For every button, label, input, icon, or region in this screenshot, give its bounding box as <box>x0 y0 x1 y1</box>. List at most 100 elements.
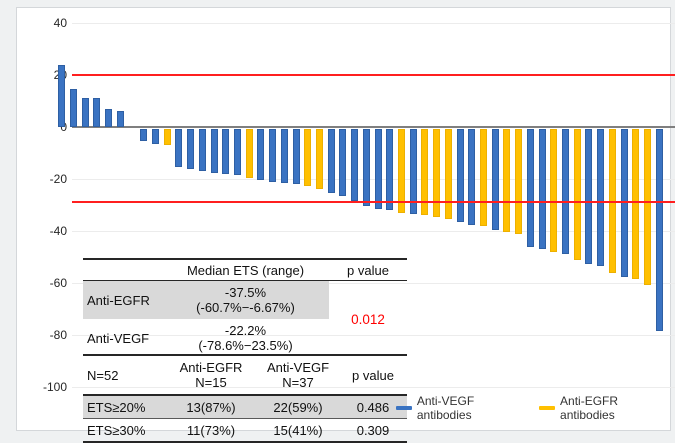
bar <box>573 129 581 260</box>
bar <box>561 129 569 255</box>
y-axis-tick-label: -60 <box>49 276 67 290</box>
bar <box>222 129 230 174</box>
chart-legend: Anti-VEGF antibodies Anti-EGFR antibodie… <box>396 394 675 422</box>
bar <box>597 129 605 267</box>
bar <box>433 129 441 217</box>
bar <box>608 129 616 273</box>
y-axis-tick-label: 0 <box>60 120 67 134</box>
y-axis-tick-label: -80 <box>49 328 67 342</box>
bar <box>58 64 66 127</box>
anti-vegf-color-marker <box>396 406 412 410</box>
bar <box>234 129 242 176</box>
legend-item-anti-vegf: Anti-VEGF antibodies <box>396 394 531 422</box>
bar <box>304 129 312 186</box>
bar <box>632 129 640 280</box>
legend-label-anti-vegf: Anti-VEGF antibodies <box>416 394 475 422</box>
median-header-label: Median ETS (range) <box>186 262 305 278</box>
bar <box>316 129 323 190</box>
ets-table-header: N=52 Anti-EGFR N=15 Anti-VEGF N=37 p val… <box>83 356 407 396</box>
bar <box>585 129 593 264</box>
ets-row-30: ETS≥30% 11(73%) 15(41%) 0.309 <box>83 419 407 443</box>
ets-header-anti-vegf-n: N=37 <box>282 375 314 390</box>
legend-label-anti-egfr: Anti-EGFR antibodies <box>560 394 619 422</box>
bar <box>210 129 218 173</box>
bar <box>374 129 382 209</box>
ets20-egfr: 13(87%) <box>186 399 236 415</box>
bar <box>456 129 464 222</box>
bar <box>538 129 546 250</box>
anti-egfr-color-marker <box>539 406 556 410</box>
bar <box>643 129 651 285</box>
ets20-pvalue: 0.486 <box>356 399 390 415</box>
ets30-egfr: 11(73%) <box>186 422 236 438</box>
bar <box>163 129 171 146</box>
bar <box>526 129 534 247</box>
bar <box>198 129 206 172</box>
bar <box>491 129 499 230</box>
bar <box>327 129 335 194</box>
ets-header-anti-vegf: Anti-VEGF N=37 <box>257 356 339 394</box>
gridline <box>72 335 675 336</box>
median-p-value: 0.012 <box>351 311 385 327</box>
y-axis-tick-label: -20 <box>49 172 67 186</box>
bar <box>386 129 394 211</box>
ets30-pvalue: 0.309 <box>356 422 390 438</box>
anti-egfr-median-range: -37.5% (-60.7%−-6.67%) <box>162 281 329 319</box>
ets-header-anti-egfr-name: Anti-EGFR <box>179 360 243 375</box>
bar <box>292 129 300 185</box>
figure-panel: 40200-20-40-60-80-100 Median ETS (range)… <box>16 7 675 443</box>
anti-egfr-range: (-60.7%−-6.67%) <box>196 300 295 315</box>
summary-table-median: Median ETS (range) p value Anti-EGFR -37… <box>83 258 407 357</box>
y-axis-tick-label: -100 <box>42 380 67 394</box>
anti-vegf-median: -22.2% <box>224 323 267 338</box>
ets-header-anti-egfr-n: N=15 <box>195 375 227 390</box>
bar <box>362 129 370 207</box>
bar <box>70 89 78 127</box>
row-label-anti-egfr: Anti-EGFR <box>83 281 162 319</box>
ets20-vegf: 22(59%) <box>273 399 323 415</box>
gridline <box>72 231 675 232</box>
gridline <box>72 23 675 24</box>
y-axis-tick-label: -40 <box>49 224 67 238</box>
ets-header-pvalue: p value <box>352 367 394 383</box>
bar <box>550 129 558 252</box>
bar <box>515 129 523 234</box>
ets20-label: ETS≥20% <box>87 399 146 415</box>
anti-vegf-range: (-78.6%−23.5%) <box>198 338 293 353</box>
bar <box>187 129 195 169</box>
y-axis-tick-label: 40 <box>53 16 67 30</box>
ets-header-n: N=52 <box>87 367 119 383</box>
median-header-blank <box>83 260 162 280</box>
legend-item-anti-egfr: Anti-EGFR antibodies <box>539 394 675 422</box>
median-header-pvalue: p value <box>347 262 389 278</box>
bar <box>479 129 487 226</box>
bar <box>409 129 417 215</box>
bar <box>245 129 253 178</box>
bar <box>81 98 89 127</box>
bar <box>93 98 101 127</box>
bar <box>421 129 429 216</box>
anti-vegf-median-range: -22.2% (-78.6%−23.5%) <box>162 319 329 357</box>
zero-axis-line <box>72 126 675 128</box>
bar <box>655 129 663 332</box>
bar <box>140 129 148 142</box>
gridline <box>72 179 675 180</box>
bar <box>105 108 113 127</box>
ets-row-20: ETS≥20% 13(87%) 22(59%) 0.486 <box>83 396 407 419</box>
threshold-line <box>72 74 675 76</box>
threshold-line <box>72 201 675 204</box>
ets30-vegf: 15(41%) <box>273 422 323 438</box>
row-label-anti-vegf: Anti-VEGF <box>87 330 150 346</box>
bar <box>397 129 405 213</box>
bar <box>257 129 265 181</box>
bar <box>444 129 452 220</box>
bar <box>116 111 124 127</box>
bar <box>351 129 359 202</box>
bar <box>503 129 511 233</box>
bar <box>152 129 160 144</box>
anti-egfr-median: -37.5% <box>224 285 267 300</box>
bar <box>175 129 183 168</box>
bar <box>468 129 476 225</box>
bar <box>339 129 347 196</box>
ets30-label: ETS≥30% <box>87 422 146 438</box>
